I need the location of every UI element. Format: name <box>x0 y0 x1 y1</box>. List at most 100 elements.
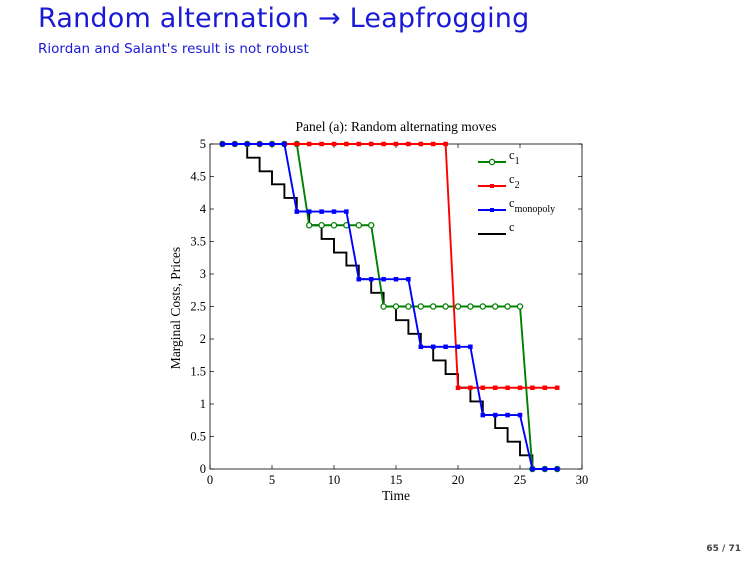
data-point-c1 <box>491 303 499 310</box>
data-point-c2 <box>393 141 399 147</box>
y-tick-label: 1 <box>200 397 206 411</box>
data-point-c1 <box>429 303 437 310</box>
legend-marker-c1 <box>488 158 496 166</box>
data-point-c_monopoly <box>468 344 473 350</box>
y-axis-label: Marginal Costs, Prices <box>168 247 183 369</box>
data-point-c_monopoly <box>505 412 510 418</box>
x-tick-label: 15 <box>390 473 403 487</box>
data-point-c2 <box>505 385 510 390</box>
data-point-c_monopoly <box>393 276 399 282</box>
data-point-c1 <box>318 221 325 229</box>
data-point-c1 <box>355 221 363 229</box>
legend-subscript-c1: 1 <box>515 156 520 167</box>
data-point-c2 <box>418 141 424 147</box>
data-point-c_monopoly <box>319 209 324 214</box>
data-point-c_monopoly <box>430 344 436 350</box>
data-point-c_monopoly <box>232 141 238 147</box>
data-point-c_monopoly <box>542 466 548 472</box>
data-point-c2 <box>306 141 312 147</box>
data-point-c_monopoly <box>517 412 523 418</box>
legend-label-c2: c2 <box>509 172 520 191</box>
y-tick-label: 4 <box>200 202 207 216</box>
legend-subscript-c2: 2 <box>515 180 520 191</box>
data-point-c1 <box>380 303 387 310</box>
data-point-c_monopoly <box>331 209 337 214</box>
data-point-c2 <box>368 141 374 147</box>
data-point-c2 <box>517 385 523 390</box>
y-tick-label: 0.5 <box>190 430 206 444</box>
data-point-c2 <box>542 385 548 390</box>
x-tick-label: 5 <box>269 473 275 487</box>
slide-title: Random alternation → Leapfrogging <box>38 3 530 34</box>
y-tick-label: 0 <box>200 462 206 476</box>
legend-subscript-c_monopoly: monopoly <box>515 204 556 215</box>
data-point-c_monopoly <box>368 276 374 282</box>
series-line-c_monopoly <box>222 143 558 470</box>
data-point-c_monopoly <box>554 466 560 472</box>
data-point-c_monopoly <box>443 344 448 350</box>
x-tick-label: 30 <box>576 473 589 487</box>
data-point-c2 <box>554 385 560 390</box>
data-point-c2 <box>331 141 337 147</box>
data-point-c_monopoly <box>418 344 424 350</box>
data-point-c1 <box>330 221 338 229</box>
y-tick-label: 3.5 <box>190 235 206 249</box>
chart-title: Panel (a): Random alternating moves <box>296 119 497 134</box>
data-point-c2 <box>430 141 436 147</box>
data-point-c_monopoly <box>455 344 461 350</box>
x-tick-label: 0 <box>207 473 213 487</box>
data-point-c1 <box>467 303 474 310</box>
data-point-c1 <box>454 303 462 310</box>
data-point-c2 <box>492 385 498 390</box>
data-point-c2 <box>344 141 349 147</box>
data-point-c1 <box>367 221 375 229</box>
data-point-c2 <box>356 141 362 147</box>
data-point-c_monopoly <box>294 209 300 214</box>
y-tick-label: 2 <box>200 332 206 346</box>
x-tick-label: 25 <box>514 473 527 487</box>
data-point-c1 <box>504 303 511 310</box>
data-point-c_monopoly <box>344 209 349 214</box>
data-point-c_monopoly <box>356 276 362 282</box>
data-point-c_monopoly <box>244 141 250 147</box>
data-point-c1 <box>516 303 524 310</box>
data-point-c1 <box>392 303 400 310</box>
data-point-c2 <box>468 385 473 390</box>
data-point-c2 <box>406 141 411 147</box>
data-point-c_monopoly <box>406 276 411 282</box>
data-point-c2 <box>455 385 461 390</box>
data-point-c_monopoly <box>282 141 287 147</box>
y-tick-label: 4.5 <box>190 170 206 184</box>
slide-subtitle: Riordan and Salant's result is not robus… <box>38 41 309 57</box>
data-point-c2 <box>443 141 448 147</box>
data-point-c_monopoly <box>381 276 386 282</box>
legend-label-c_monopoly: cmonopoly <box>509 196 555 215</box>
y-tick-label: 3 <box>200 267 206 281</box>
legend-marker-c_monopoly <box>490 208 494 212</box>
x-tick-label: 10 <box>328 473 341 487</box>
y-tick-label: 1.5 <box>190 365 206 379</box>
data-point-c2 <box>530 385 535 390</box>
data-point-c_monopoly <box>306 209 312 214</box>
legend-label-c1: c1 <box>509 148 520 167</box>
data-point-c2 <box>381 141 386 147</box>
data-point-c1 <box>442 303 449 310</box>
legend-marker-c2 <box>490 184 494 188</box>
data-point-c_monopoly <box>492 412 498 418</box>
data-point-c1 <box>479 303 487 310</box>
data-point-c2 <box>480 385 486 390</box>
data-point-c_monopoly <box>480 412 486 418</box>
data-point-c_monopoly <box>269 141 275 147</box>
data-point-c2 <box>294 141 300 147</box>
data-point-c_monopoly <box>530 466 535 472</box>
data-point-c2 <box>319 141 324 147</box>
legend-label-c: c <box>509 220 515 234</box>
data-point-c1 <box>405 303 412 310</box>
x-tick-label: 20 <box>452 473 465 487</box>
y-tick-label: 5 <box>200 137 206 151</box>
page-number: 65 / 71 <box>706 544 741 554</box>
data-point-c1 <box>305 221 313 229</box>
data-point-c1 <box>417 303 425 310</box>
y-tick-label: 2.5 <box>190 300 206 314</box>
